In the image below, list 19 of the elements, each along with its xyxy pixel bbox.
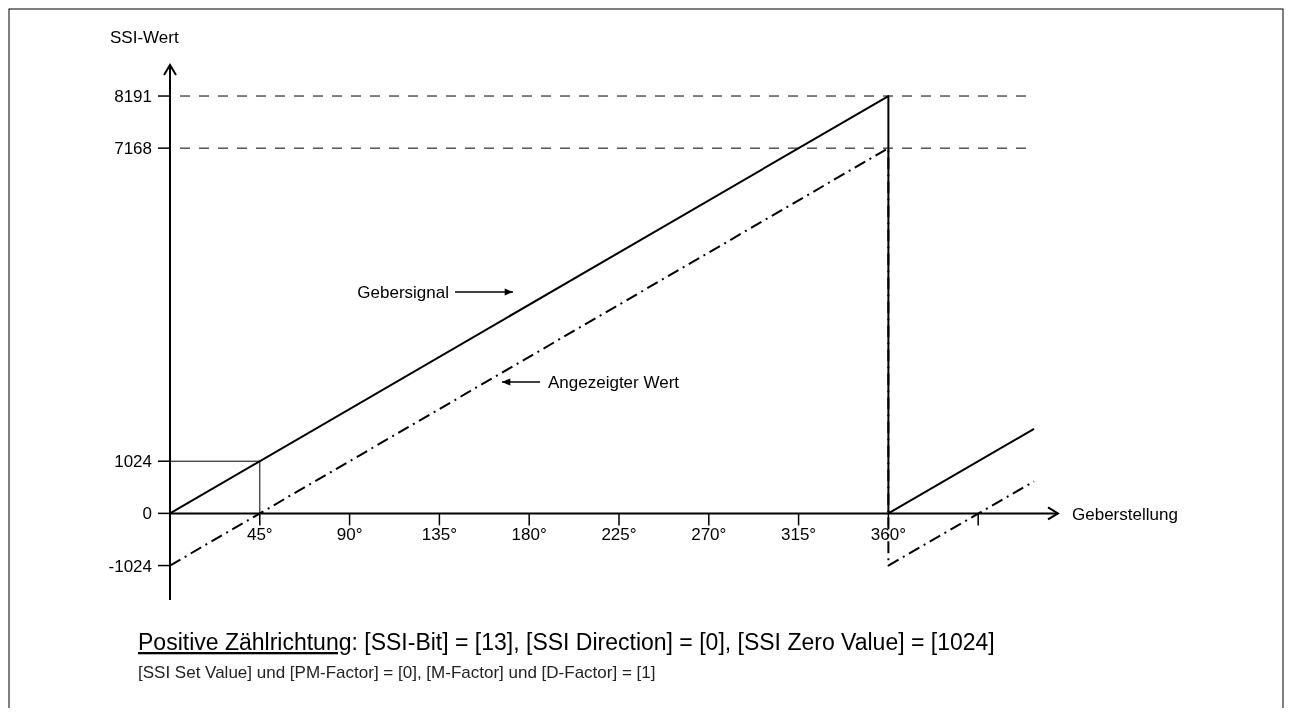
y-tick-label: 0 — [142, 504, 152, 524]
text: Positive Zählrichtung: [SSI-Bit] = [13], [SSI Direction] = [0], [SSI Zero Value] = [1024] — [138, 629, 995, 655]
x-axis-title: Geberstellung — [1072, 505, 1178, 525]
annotation: Angezeigter Wert — [548, 373, 680, 392]
x-tick-label: 135° — [421, 525, 457, 545]
x-tick-label: 180° — [511, 525, 547, 545]
y-axis-title: SSI-Wert — [110, 28, 179, 47]
x-tick-label: 270° — [691, 525, 727, 545]
x-tick-label: 315° — [781, 525, 817, 545]
y-tick-label: 1024 — [114, 452, 152, 472]
x-tick-label: 360° — [870, 525, 906, 545]
y-tick-label: -1024 — [108, 556, 152, 576]
y-tick-label: 7168 — [114, 139, 152, 159]
x-tick-label: 90° — [336, 525, 363, 545]
text: [SSI Set Value] und [PM-Factor] = [0], [M-Factor] und [D-Factor] = [1] — [138, 663, 656, 682]
annotation: Gebersignal — [357, 283, 449, 302]
y-tick-label: 8191 — [114, 87, 152, 107]
x-tick-label: 225° — [601, 525, 637, 545]
x-tick-label: 45° — [246, 525, 273, 545]
